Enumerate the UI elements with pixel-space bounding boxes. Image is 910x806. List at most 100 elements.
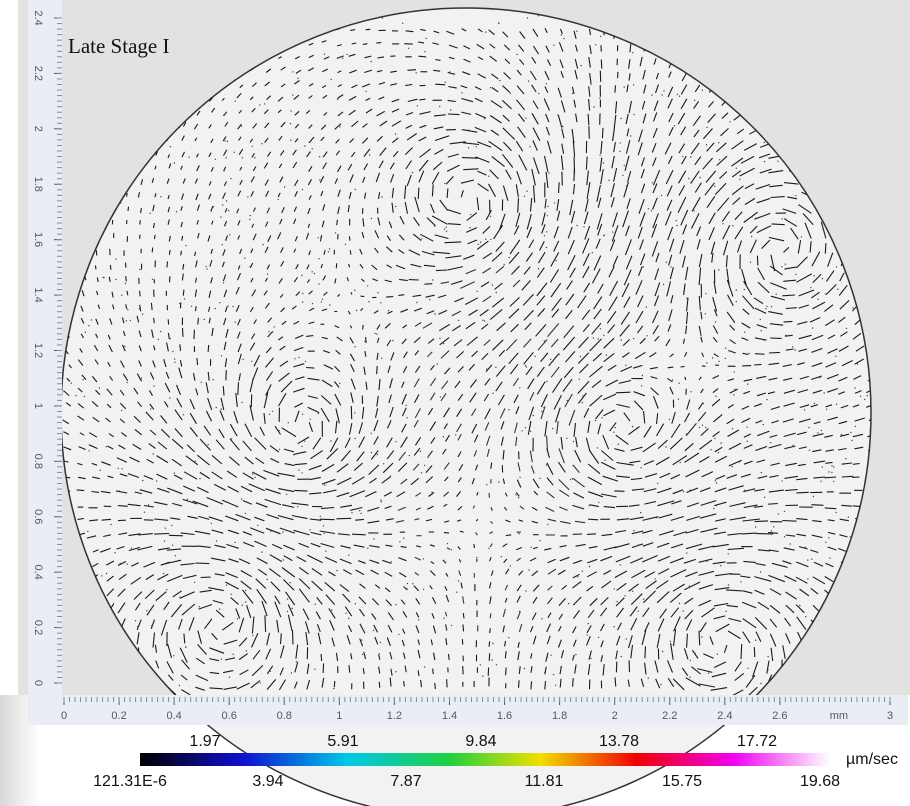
speck [528,569,529,570]
speck [718,361,719,362]
vector [435,683,436,689]
speck [720,442,721,443]
speck [496,292,497,293]
speck [424,51,425,52]
speck [130,320,131,321]
speck [568,603,569,604]
vector [796,492,808,493]
speck [245,601,246,602]
speck [525,365,526,366]
speck [119,490,120,491]
speck [660,684,661,685]
speck [267,274,268,275]
speck [331,609,332,610]
speck [418,619,419,620]
speck [221,659,222,660]
speck [207,444,208,445]
speck [135,620,136,621]
speck [450,109,451,110]
speck [115,279,116,280]
speck [744,490,745,491]
speck [543,407,544,408]
speck [534,356,535,357]
speck [820,481,821,482]
speck [118,468,119,469]
speck [848,516,849,517]
speck [824,232,825,233]
speck [431,492,432,493]
speck [662,651,663,652]
speck [700,177,701,178]
speck [390,476,391,477]
vector [602,128,603,138]
speck [469,227,470,228]
speck [440,396,441,397]
speck [298,357,299,358]
speck [563,38,564,39]
speck [648,677,649,678]
speck [461,92,462,93]
speck [604,460,605,461]
speck [323,525,324,526]
vector [474,544,475,548]
speck [216,540,217,541]
speck [292,94,293,95]
speck [595,44,596,45]
speck [689,677,690,678]
speck [524,196,525,197]
speck [652,182,653,183]
vector [363,44,368,45]
speck [377,454,378,455]
speck [785,335,786,336]
speck [252,474,253,475]
speck [521,148,522,149]
speck [600,328,601,329]
speck [590,658,591,659]
speck [867,395,868,396]
vector [336,518,351,519]
speck [601,417,602,418]
vector [198,318,199,325]
speck [312,271,313,272]
speck [633,114,634,115]
speck [524,668,525,669]
vector [755,521,768,522]
speck [75,395,76,396]
speck [706,561,707,562]
vector [490,628,491,633]
speck [588,623,589,624]
speck [829,557,830,558]
speck [608,180,609,181]
speck [753,198,754,199]
speck [395,206,396,207]
speck [185,245,186,246]
speck [764,161,765,162]
speck [257,525,258,526]
vector [681,366,685,367]
speck [525,118,526,119]
speck [148,504,149,505]
speck [606,355,607,356]
speck [739,179,740,180]
speck [444,229,445,230]
speck [470,214,471,215]
speck [729,121,730,122]
speck [760,683,761,684]
vector [754,647,755,657]
speck [665,446,666,447]
speck [222,204,223,205]
speck [841,434,842,435]
speck [821,430,822,431]
vector [183,328,184,337]
speck [100,470,101,471]
speck [172,351,173,352]
vector [77,490,85,491]
speck [572,478,573,479]
speck [408,48,409,49]
vector [588,519,598,520]
speck [767,669,768,670]
vector [196,306,197,311]
y-tick-label: 0.6 [32,509,44,524]
speck [725,358,726,359]
speck [855,426,856,427]
